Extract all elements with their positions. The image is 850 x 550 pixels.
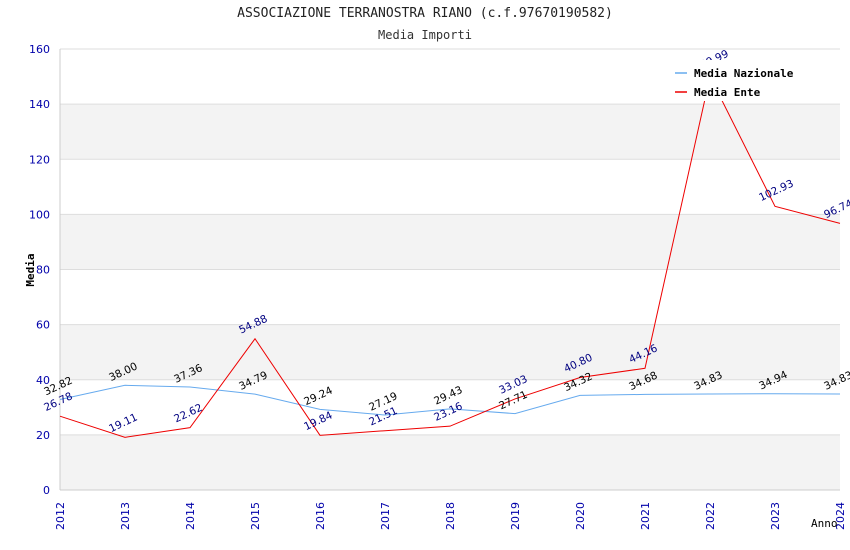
grid-band (60, 214, 840, 270)
y-tick-label: 20 (36, 429, 50, 442)
x-tick-label: 2018 (444, 502, 457, 530)
y-tick-labels: 0 20 40 60 80 100 120 140 160 (29, 43, 50, 497)
legend: Media Nazionale Media Ente (670, 60, 809, 101)
legend-label: Media Nazionale (694, 67, 794, 80)
legend-label: Media Ente (694, 86, 761, 99)
y-tick-label: 60 (36, 319, 50, 332)
y-tick-label: 80 (36, 264, 50, 277)
grid-band (60, 324, 840, 380)
grid-bands (60, 104, 840, 490)
x-tick-label: 2012 (54, 502, 67, 530)
data-label: 19.84 (302, 409, 335, 433)
y-tick-label: 160 (29, 43, 50, 56)
grid-band (60, 434, 840, 490)
x-tick-label: 2021 (639, 502, 652, 530)
x-tick-label: 2015 (249, 502, 262, 530)
x-tick-labels: 2012 2013 2014 2015 2016 2017 2018 2019 2020 2021… (54, 502, 847, 530)
x-tick-label: 2016 (314, 502, 327, 530)
y-tick-label: 120 (29, 153, 50, 166)
x-tick-label: 2017 (379, 502, 392, 530)
y-tick-label: 100 (29, 208, 50, 221)
series-line (59, 384, 841, 416)
x-tick-label: 2023 (769, 502, 782, 530)
x-tick-label: 2014 (184, 502, 197, 530)
x-tick-label: 2013 (119, 502, 132, 530)
x-tick-label: 2019 (509, 502, 522, 530)
x-tick-label: 2020 (574, 502, 587, 530)
grid-band (60, 104, 840, 160)
x-tick-label: 2022 (704, 502, 717, 530)
data-label: 19.11 (107, 411, 139, 435)
y-tick-label: 140 (29, 98, 50, 111)
y-tick-label: 40 (36, 374, 50, 387)
chart-subtitle: Media Importi (378, 28, 472, 42)
chart-title: ASSOCIAZIONE TERRANOSTRA RIANO (c.f.9767… (237, 6, 613, 21)
data-label: 22.62 (172, 402, 204, 426)
legend-box (670, 60, 809, 101)
y-tick-label: 0 (43, 484, 50, 497)
y-axis-label: Media (24, 253, 37, 286)
x-axis-label: Anno (811, 517, 838, 530)
data-label: 29.24 (302, 384, 335, 408)
x-tick-label: 2024 (834, 502, 847, 530)
